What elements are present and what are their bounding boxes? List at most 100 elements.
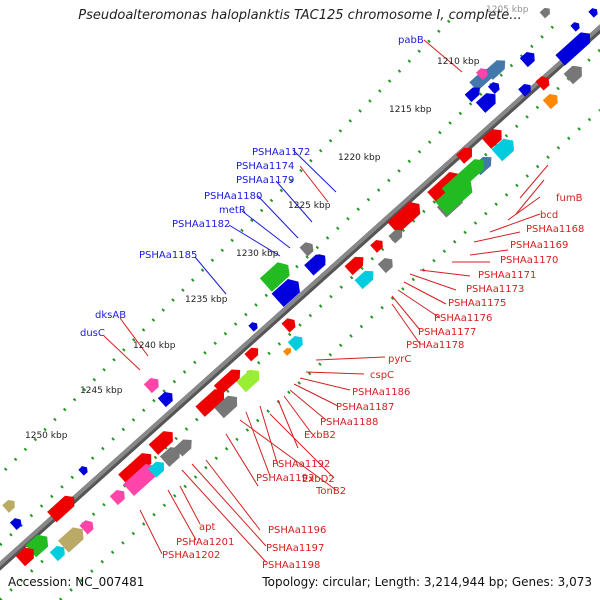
gene-shape bbox=[475, 93, 496, 113]
leader-line bbox=[515, 179, 545, 215]
backbone-line bbox=[0, 24, 600, 567]
gene-shape bbox=[387, 202, 421, 234]
leader-line bbox=[409, 273, 457, 291]
red-label: PSHAa1169 bbox=[510, 240, 568, 251]
gene-blue bbox=[78, 466, 88, 476]
gene-shape bbox=[143, 377, 159, 394]
gene-olive bbox=[57, 527, 84, 553]
gene-shape bbox=[283, 347, 291, 356]
gene-shape bbox=[518, 83, 531, 97]
gene-shape bbox=[109, 489, 125, 506]
gene-blue bbox=[313, 254, 326, 267]
gene-shape bbox=[57, 527, 84, 553]
leader-line bbox=[269, 413, 335, 479]
gene-red bbox=[47, 495, 75, 523]
leader-line bbox=[181, 469, 267, 563]
leader-line bbox=[179, 485, 201, 525]
red-label: PSHAa1176 bbox=[434, 313, 492, 324]
gene-shape bbox=[9, 518, 22, 531]
dot-track bbox=[58, 108, 600, 600]
red-label: bcd bbox=[540, 210, 558, 221]
gene-blue bbox=[487, 82, 500, 95]
gene-red bbox=[15, 547, 34, 567]
gene-shape bbox=[491, 138, 515, 162]
leader-line bbox=[293, 383, 339, 407]
gene-shape bbox=[535, 76, 550, 91]
kbp-label: 1210 kbp bbox=[437, 57, 480, 67]
gene-red bbox=[281, 318, 296, 333]
gene-green bbox=[435, 178, 473, 216]
gene-olive bbox=[2, 499, 15, 513]
kbp-labels: 1205 kbp 1210 kbp 1215 kbp 1220 kbp 1225 kbp… bbox=[25, 5, 529, 441]
gene-shape bbox=[354, 270, 374, 290]
leader-line bbox=[241, 210, 291, 249]
red-label: PSHAa1188 bbox=[320, 417, 378, 428]
kbp-label: 1225 kbp bbox=[288, 201, 331, 211]
gene-lime bbox=[236, 369, 260, 393]
kbp-label: 1205 kbp bbox=[486, 5, 529, 15]
gene-shape bbox=[148, 431, 173, 455]
blue-label: PSHAa1172 bbox=[252, 147, 310, 158]
leader-line bbox=[489, 213, 541, 233]
red-label: PSHAa1175 bbox=[448, 298, 506, 309]
leader-line bbox=[305, 371, 365, 375]
gene-gray bbox=[388, 229, 403, 244]
leader-line bbox=[473, 231, 521, 243]
red-label: apt bbox=[199, 522, 215, 533]
gene-red bbox=[244, 347, 259, 362]
gene-blue bbox=[518, 83, 531, 97]
gene-cyan bbox=[354, 270, 374, 290]
blue-label: PSHAa1174 bbox=[236, 161, 294, 172]
gene-shape bbox=[244, 347, 259, 362]
red-label: PSHAa1201 bbox=[176, 537, 234, 548]
red-label: PSHAa1171 bbox=[478, 270, 536, 281]
red-label: cspC bbox=[370, 370, 394, 381]
blue-label: dksAB bbox=[95, 310, 126, 321]
gene-shape bbox=[195, 389, 225, 417]
leader-line bbox=[277, 399, 299, 449]
gene-pink bbox=[143, 377, 159, 394]
red-label: PSHAa1186 bbox=[352, 387, 410, 398]
red-label: ExbB2 bbox=[304, 430, 336, 441]
leader-line bbox=[167, 489, 197, 541]
gene-gray bbox=[539, 7, 550, 19]
gene-shape bbox=[78, 466, 88, 476]
gene-shape bbox=[157, 391, 173, 408]
gene-red bbox=[148, 431, 173, 455]
leader-line bbox=[391, 295, 421, 331]
gene-shape bbox=[159, 447, 180, 467]
red-label: PSHAa1202 bbox=[162, 550, 220, 561]
gene-pink bbox=[123, 464, 157, 496]
red-label: ExbD2 bbox=[302, 474, 335, 485]
gene-shape bbox=[148, 461, 164, 478]
kbp-label: 1235 kbp bbox=[185, 295, 228, 305]
red-label: PSHAa1192 bbox=[272, 459, 330, 470]
gene-shape bbox=[435, 178, 473, 216]
gene-shape bbox=[299, 242, 314, 257]
blue-label: pabB bbox=[398, 35, 424, 46]
gene-red bbox=[387, 202, 421, 234]
gene-blue bbox=[464, 87, 480, 103]
accession-text: Accession: NC_007481 bbox=[8, 575, 145, 589]
kbp-label: 1245 kbp bbox=[80, 386, 123, 396]
leader-line bbox=[289, 389, 327, 421]
gene-shape bbox=[118, 453, 152, 485]
leader-line bbox=[239, 419, 337, 491]
gene-blue bbox=[475, 93, 496, 113]
red-label: PSHAa1170 bbox=[500, 255, 558, 266]
blue-label: dusC bbox=[80, 328, 105, 339]
red-label: PSHAa1196 bbox=[268, 525, 326, 536]
leader-line bbox=[283, 395, 313, 435]
gene-blue bbox=[588, 8, 598, 18]
gene-shape bbox=[588, 8, 598, 18]
gene-shape bbox=[313, 254, 326, 267]
blue-label: PSHAa1179 bbox=[236, 175, 294, 186]
leader-line bbox=[119, 317, 149, 357]
gene-shape bbox=[344, 256, 364, 276]
gene-pink bbox=[79, 520, 94, 535]
leader-line bbox=[397, 289, 441, 319]
leader-line bbox=[228, 224, 281, 257]
gene-shape bbox=[388, 229, 403, 244]
leader-line bbox=[275, 180, 313, 223]
gene-shape bbox=[259, 262, 290, 292]
